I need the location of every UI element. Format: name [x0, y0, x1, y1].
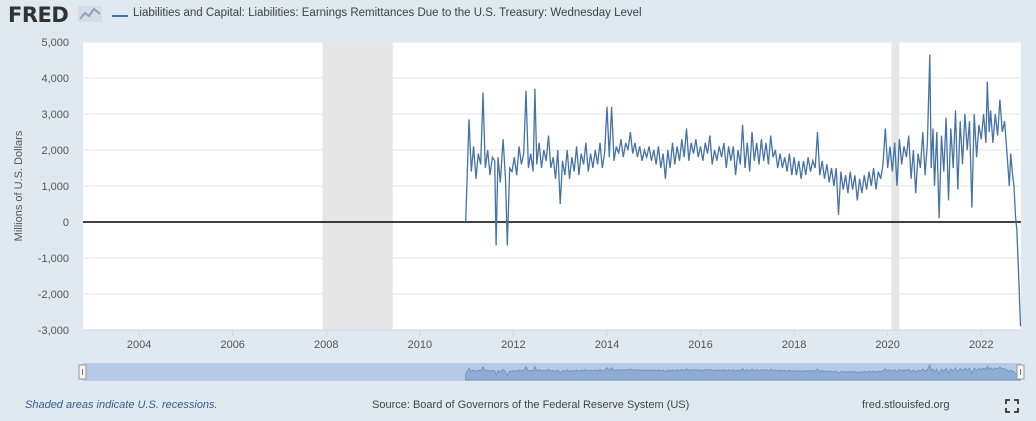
- x-tick-label: 2008: [314, 339, 338, 351]
- series-line: [465, 54, 1022, 327]
- x-tick-label: 2018: [782, 339, 806, 351]
- legend-swatch: [112, 15, 128, 17]
- source-text: Source: Board of Governors of the Federa…: [372, 399, 690, 411]
- x-tick-label: 2022: [969, 339, 993, 351]
- x-tick-label: 2014: [595, 339, 619, 351]
- navigator-left-handle[interactable]: [78, 364, 87, 380]
- x-tick-label: 2010: [408, 339, 432, 351]
- y-tick-label: 2,000: [41, 145, 69, 157]
- series-title: Liabilities and Capital: Liabilities: Ea…: [133, 7, 642, 19]
- y-tick-label: 4,000: [41, 73, 69, 85]
- fred-logo[interactable]: FRED: [8, 3, 69, 27]
- y-tick-label: 0: [63, 217, 69, 229]
- y-tick-label: -1,000: [38, 253, 69, 265]
- x-tick-label: 2012: [501, 339, 525, 351]
- navigator-line: [465, 363, 1021, 381]
- y-axis-label: Millions of U.S. Dollars: [13, 130, 25, 241]
- y-tick-label: -3,000: [38, 325, 69, 337]
- x-tick-label: 2006: [220, 339, 244, 351]
- y-axis-ticks: 5,000 4,000 3,000 2,000 1,000 0 -1,000 -2,000 -3…: [38, 37, 69, 337]
- logo-graph-icon: [78, 6, 102, 22]
- y-tick-label: 1,000: [41, 181, 69, 193]
- chart-header: FRED Liabilities and Capital: Liabilitie…: [0, 0, 1036, 32]
- site-link[interactable]: fred.stlouisfed.org: [862, 399, 950, 411]
- x-tick-label: 2004: [127, 339, 151, 351]
- y-tick-label: 3,000: [41, 109, 69, 121]
- fullscreen-icon[interactable]: [1005, 399, 1019, 413]
- x-tick-label: 2020: [875, 339, 899, 351]
- x-axis-ticks: 2004 2006 2008 2010 2012 2014 2016 2018 2020 2022: [83, 329, 1021, 351]
- navigator-right-handle[interactable]: [1016, 364, 1025, 380]
- y-tick-label: 5,000: [41, 37, 69, 49]
- x-tick-label: 2016: [688, 339, 712, 351]
- range-navigator[interactable]: [78, 363, 1025, 381]
- y-tick-label: -2,000: [38, 289, 69, 301]
- recession-note: Shaded areas indicate U.S. recessions.: [25, 399, 218, 411]
